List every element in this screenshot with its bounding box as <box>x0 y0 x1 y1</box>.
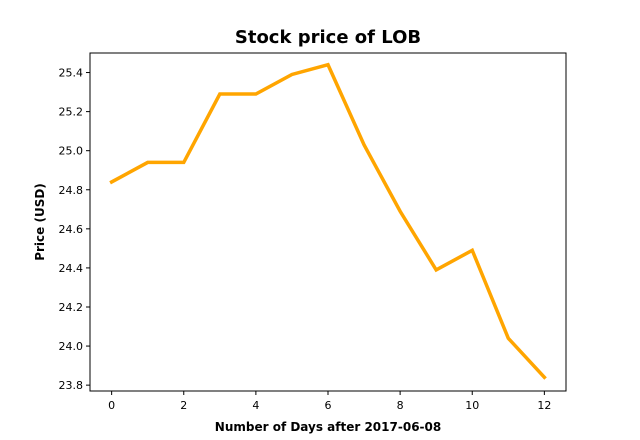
plot-frame <box>89 52 567 392</box>
x-tick-label: 6 <box>325 399 332 412</box>
series-line <box>109 62 547 380</box>
y-axis-label: Price (USD) <box>33 183 47 261</box>
x-tick-label: 0 <box>108 399 115 412</box>
y-tick-label: 25.4 <box>59 67 84 80</box>
x-tick-label: 8 <box>397 399 404 412</box>
x-tick-label: 4 <box>252 399 259 412</box>
y-tick-label: 24.2 <box>59 301 84 314</box>
y-tick-label: 23.8 <box>59 379 84 392</box>
y-tick-label: 24.0 <box>59 340 84 353</box>
x-tick-label: 10 <box>465 399 479 412</box>
y-tick-label: 24.6 <box>59 223 84 236</box>
x-tick-label: 12 <box>537 399 551 412</box>
y-tick-label: 24.4 <box>59 262 84 275</box>
x-tick-label: 2 <box>180 399 187 412</box>
x-axis-label: Number of Days after 2017-06-08 <box>215 420 441 434</box>
y-tick-label: 25.0 <box>59 145 84 158</box>
chart-title: Stock price of LOB <box>235 27 421 48</box>
y-tick-label: 24.8 <box>59 184 84 197</box>
plot-area: 0 2 4 6 8 10 12 23.8 24.0 24.2 24.4 24.6 24.8 25.0 25.… <box>59 52 567 412</box>
y-tick-label: 25.2 <box>59 106 84 119</box>
